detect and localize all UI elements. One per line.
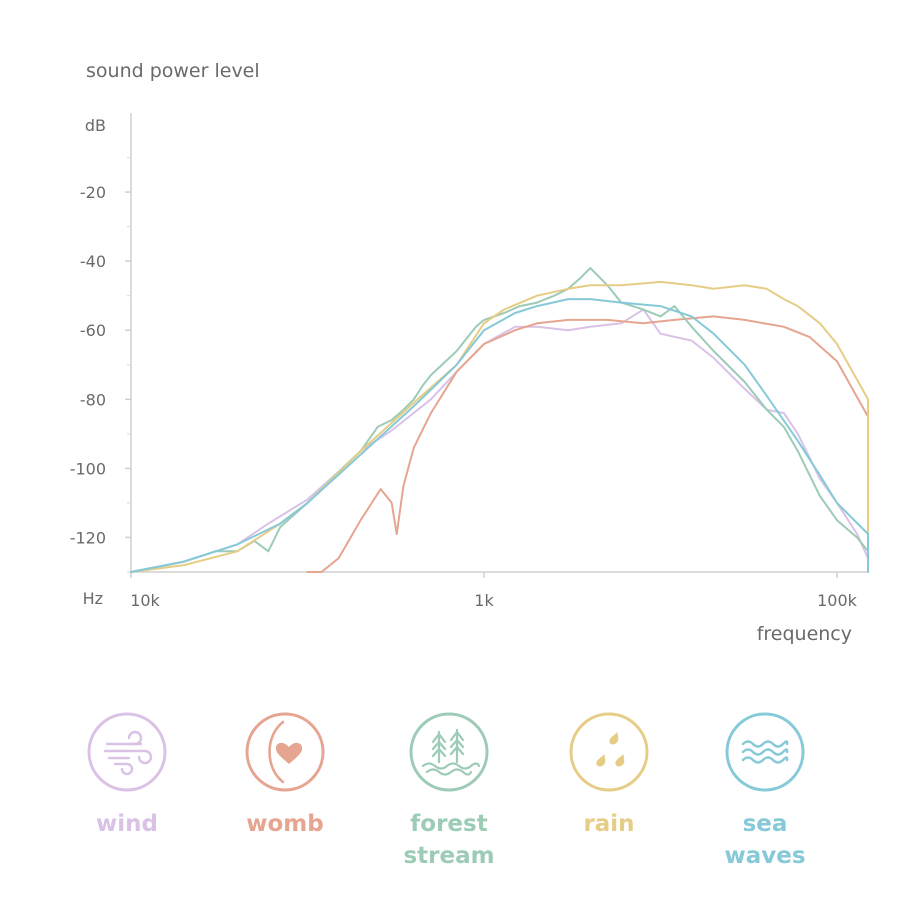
legend: wind womb forest stream — [0, 700, 920, 900]
x-ticks: 10k 1k 100k — [130, 572, 858, 610]
legend-item-sea-waves: sea waves — [690, 700, 840, 872]
forest-stream-icon — [409, 712, 489, 792]
legend-label: womb — [246, 811, 324, 837]
y-unit-label: dB — [85, 116, 106, 135]
y-tick-label: -60 — [80, 321, 106, 340]
x-tick-label: 1k — [474, 591, 494, 610]
x-tick-label: 100k — [817, 591, 858, 610]
series-line-rain — [130, 280, 869, 573]
x-axis-label: frequency — [757, 623, 852, 645]
sound-power-chart: sound power level dB Hz frequency -20 -40… — [70, 60, 869, 645]
y-ticks: -20 -40 -60 -80 -100 -120 — [70, 156, 131, 573]
series-line-wind — [130, 308, 869, 573]
x-unit-label: Hz — [83, 589, 103, 608]
legend-label: rain — [583, 811, 635, 837]
chart-title: sound power level — [86, 60, 260, 82]
y-tick-label: -80 — [80, 390, 106, 409]
y-tick-label: -100 — [70, 459, 106, 478]
series-line-sea-waves — [130, 298, 869, 573]
y-tick-label: -40 — [80, 252, 106, 271]
legend-label: forest stream — [403, 811, 495, 869]
legend-label: sea waves — [724, 811, 806, 869]
rain-drops-icon — [569, 712, 649, 792]
y-tick-label: -120 — [70, 528, 106, 547]
legend-item-rain: rain — [534, 700, 684, 840]
series-line-womb — [306, 315, 869, 573]
y-tick-label: -20 — [80, 183, 106, 202]
wind-icon — [87, 712, 167, 792]
x-tick-label: 10k — [130, 591, 160, 610]
series-lines — [130, 267, 869, 573]
sea-waves-icon — [725, 712, 805, 792]
legend-item-wind: wind — [52, 700, 202, 840]
legend-item-womb: womb — [210, 700, 360, 840]
legend-label: wind — [96, 811, 158, 837]
womb-heart-icon — [245, 712, 325, 792]
legend-item-forest-stream: forest stream — [374, 700, 524, 872]
